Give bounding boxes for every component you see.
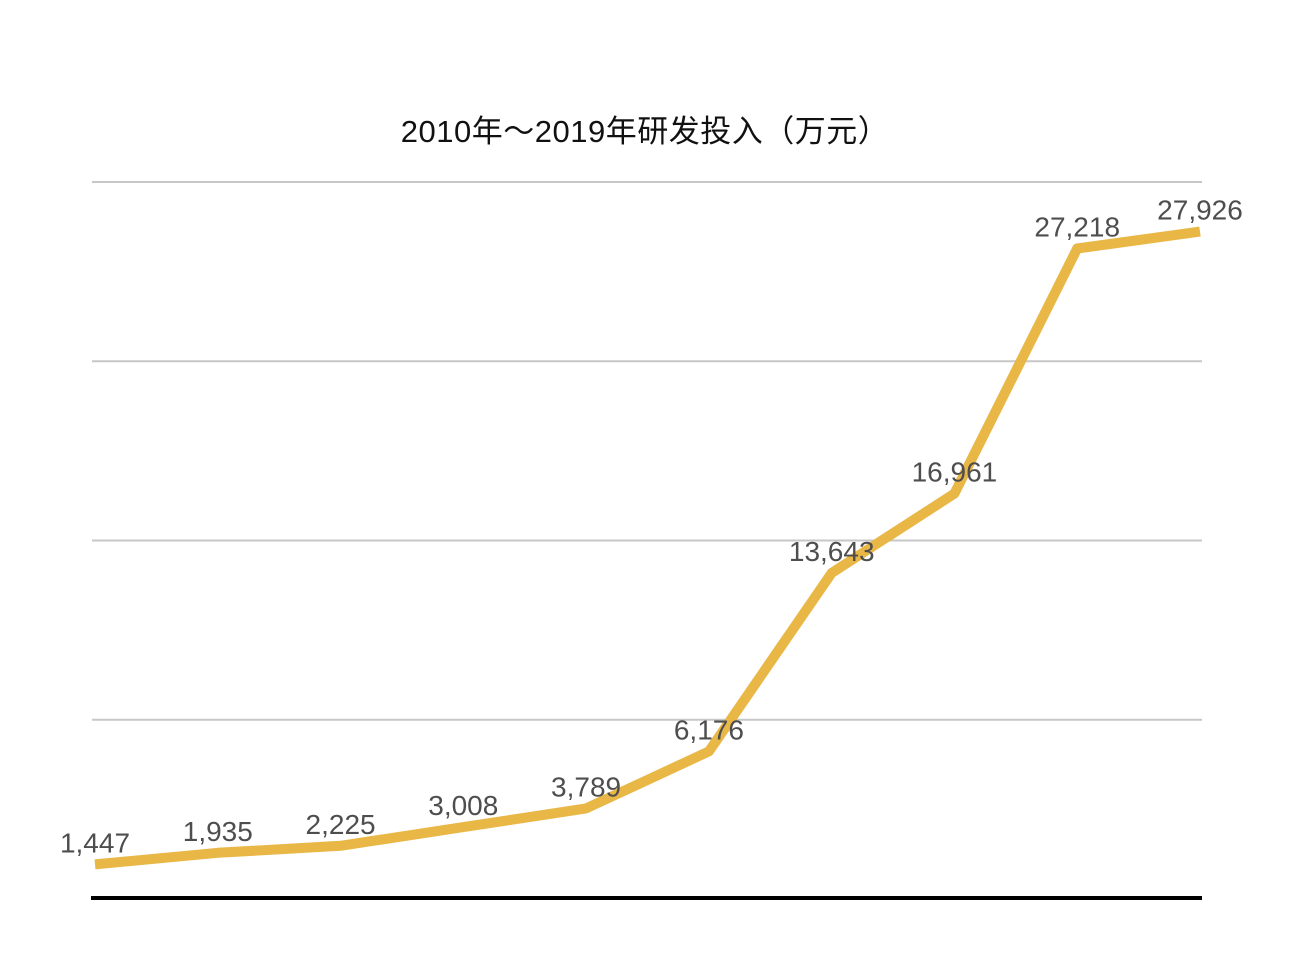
data-label: 2,225 xyxy=(306,809,376,840)
data-label: 27,926 xyxy=(1157,195,1243,226)
data-label: 3,789 xyxy=(551,771,621,802)
data-label: 13,643 xyxy=(789,536,875,567)
data-label: 27,218 xyxy=(1034,212,1120,243)
data-label: 6,176 xyxy=(674,714,744,745)
data-label: 16,961 xyxy=(912,457,998,488)
data-label: 3,008 xyxy=(428,790,498,821)
data-label: 1,935 xyxy=(183,816,253,847)
chart-title: 2010年～2019年研发投入（万元） xyxy=(400,114,890,149)
data-label: 1,447 xyxy=(60,827,130,858)
series-line xyxy=(94,226,1201,870)
